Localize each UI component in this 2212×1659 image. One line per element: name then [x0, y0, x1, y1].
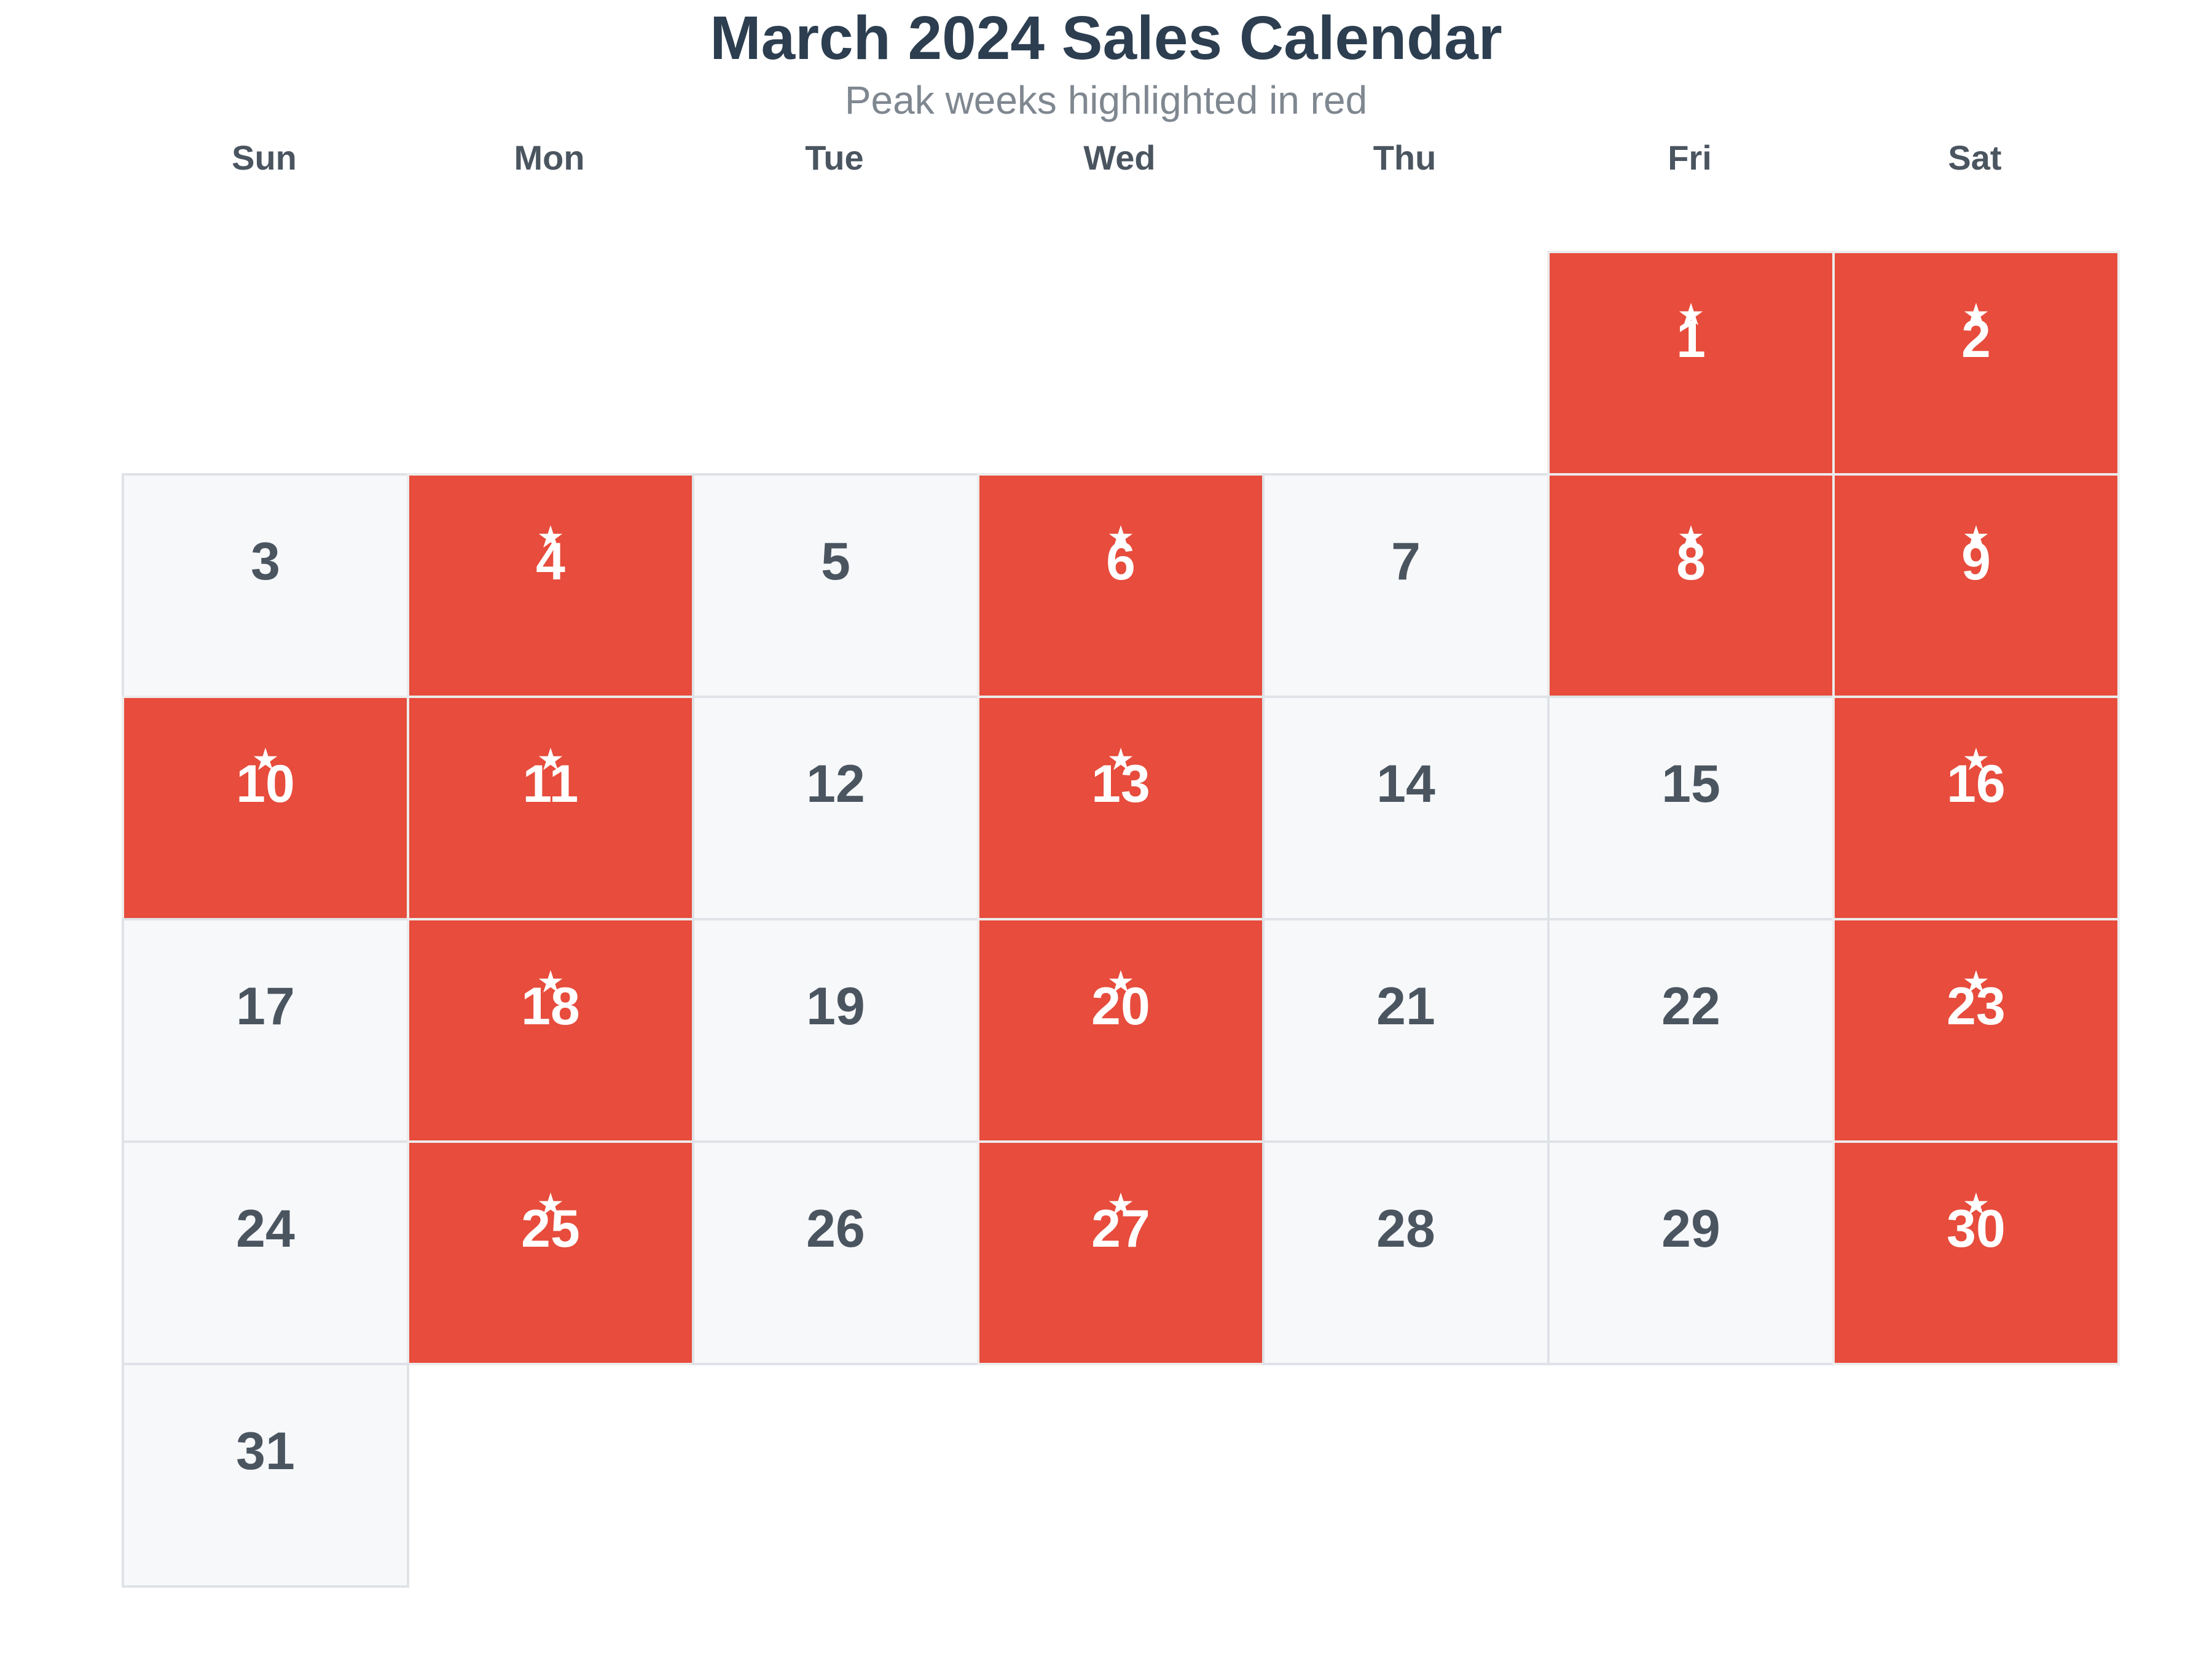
day-number: 22: [1661, 977, 1720, 1036]
peak-star-icon: ★: [1107, 965, 1135, 999]
peak-star-icon: ★: [536, 742, 565, 777]
day-cell-2: ★ 2: [1832, 251, 2120, 476]
day-cell-11: ★ 11: [407, 696, 694, 920]
day-number: 3: [251, 532, 280, 591]
day-number: 11: [522, 755, 579, 814]
day-number: 7: [1391, 532, 1421, 591]
chart-subtitle: Peak weeks highlighted in red: [844, 78, 1368, 122]
day-cell-12: 12: [692, 696, 979, 920]
day-number: 13: [1091, 755, 1150, 814]
weekday-sun: Sun: [232, 138, 297, 177]
day-cell-17: 17: [122, 918, 409, 1143]
day-cell-9: ★ 9: [1832, 473, 2120, 698]
peak-star-icon: ★: [1107, 742, 1135, 777]
day-number: 5: [821, 532, 850, 591]
day-number: 17: [236, 977, 295, 1036]
peak-star-icon: ★: [251, 742, 280, 777]
day-cell-7: 7: [1262, 473, 1550, 698]
peak-star-icon: ★: [1962, 520, 1990, 554]
day-cell-29: 29: [1547, 1140, 1835, 1365]
day-number: 8: [1676, 532, 1706, 591]
day-cell-26: 26: [692, 1140, 979, 1365]
day-cell-22: 22: [1547, 918, 1835, 1143]
day-cell-18: ★ 18: [407, 918, 694, 1143]
day-cell-6: ★ 6: [977, 473, 1265, 698]
day-number: 25: [521, 1199, 580, 1258]
day-number: 20: [1091, 977, 1150, 1036]
day-cell-19: 19: [692, 918, 979, 1143]
day-number: 30: [1947, 1199, 2006, 1258]
day-number: 9: [1961, 532, 1991, 591]
day-number: 24: [236, 1199, 295, 1258]
day-cell-25: ★ 25: [407, 1140, 694, 1365]
day-cell-1: ★ 1: [1547, 251, 1835, 476]
day-cell-23: ★ 23: [1832, 918, 2120, 1143]
day-cell-5: 5: [692, 473, 979, 698]
day-number: 23: [1947, 977, 2006, 1036]
day-number: 26: [806, 1199, 865, 1258]
weekday-tue: Tue: [805, 138, 864, 177]
peak-star-icon: ★: [1962, 1187, 1990, 1222]
peak-star-icon: ★: [1962, 742, 1990, 777]
peak-star-icon: ★: [1107, 520, 1135, 554]
day-cell-8: ★ 8: [1547, 473, 1835, 698]
day-cell-15: 15: [1547, 696, 1835, 920]
day-cell-27: ★ 27: [977, 1140, 1265, 1365]
day-number: 21: [1376, 977, 1435, 1036]
day-cell-14: 14: [1262, 696, 1550, 920]
day-cell-3: 3: [122, 473, 409, 698]
day-cell-31: 31: [122, 1363, 409, 1588]
day-number: 29: [1661, 1199, 1720, 1258]
day-cell-21: 21: [1262, 918, 1550, 1143]
weekday-wed: Wed: [1083, 138, 1156, 177]
peak-star-icon: ★: [1962, 297, 1990, 332]
peak-star-icon: ★: [536, 520, 565, 554]
weekday-thu: Thu: [1373, 138, 1437, 177]
peak-star-icon: ★: [1677, 520, 1705, 554]
day-number: 2: [1961, 310, 1991, 369]
day-cell-16: ★ 16: [1832, 696, 2120, 920]
weekday-sat: Sat: [1948, 138, 2002, 177]
day-number: 18: [521, 977, 580, 1036]
day-number: 6: [1106, 532, 1135, 591]
day-number: 31: [236, 1422, 295, 1481]
peak-star-icon: ★: [1677, 297, 1705, 332]
peak-star-icon: ★: [1962, 965, 1990, 999]
day-number: 28: [1376, 1199, 1435, 1258]
weekday-fri: Fri: [1668, 138, 1712, 177]
day-cell-13: ★ 13: [977, 696, 1265, 920]
day-number: 14: [1376, 755, 1435, 814]
day-number: 4: [536, 532, 565, 591]
day-cell-30: ★ 30: [1832, 1140, 2120, 1365]
day-cell-20: ★ 20: [977, 918, 1265, 1143]
weekday-mon: Mon: [514, 138, 585, 177]
day-number: 15: [1661, 755, 1720, 814]
chart-title: March 2024 Sales Calendar: [710, 4, 1502, 73]
peak-star-icon: ★: [536, 965, 565, 999]
day-cell-24: 24: [122, 1140, 409, 1365]
day-number: 10: [236, 755, 295, 814]
day-number: 1: [1676, 310, 1706, 369]
day-number: 12: [806, 755, 865, 814]
day-number: 16: [1947, 755, 2006, 814]
day-number: 19: [806, 977, 865, 1036]
day-cell-4: ★ 4: [407, 473, 694, 698]
peak-star-icon: ★: [536, 1187, 565, 1222]
day-number: 27: [1091, 1199, 1150, 1258]
day-cell-10: ★ 10: [122, 696, 409, 920]
peak-star-icon: ★: [1107, 1187, 1135, 1222]
day-cell-28: 28: [1262, 1140, 1550, 1365]
